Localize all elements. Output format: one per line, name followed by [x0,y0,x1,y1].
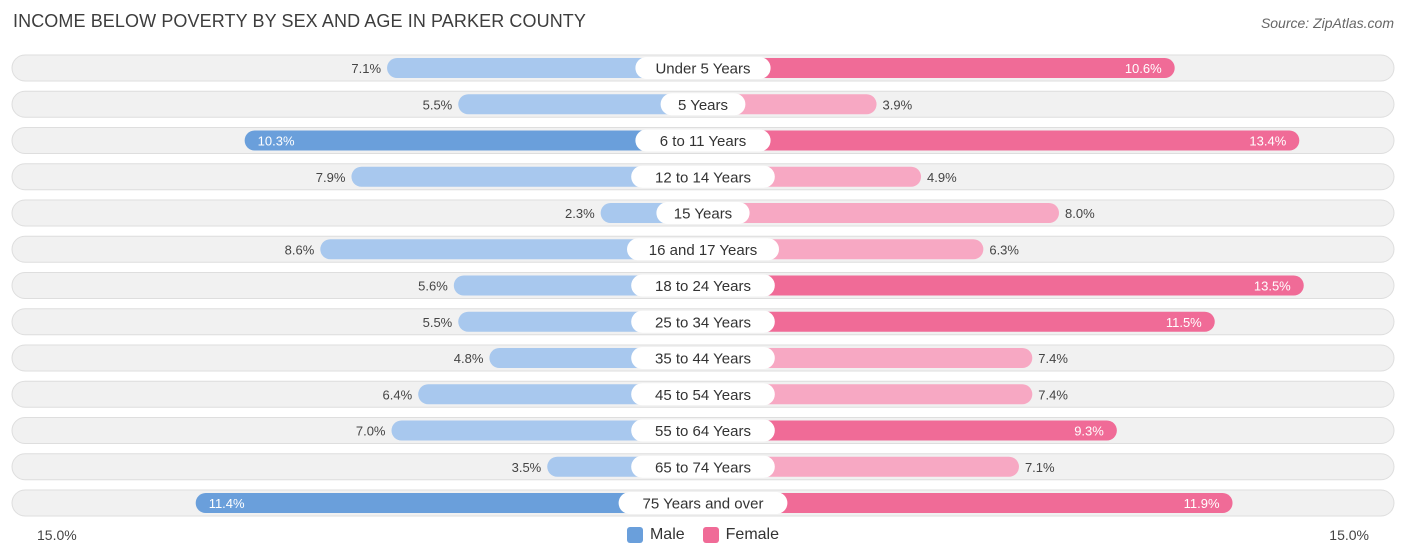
value-label-male: 5.5% [423,97,453,112]
bar-female [703,348,1033,368]
legend-swatch-female [702,527,719,543]
chart-row: 18 to 24 Years 5.6% 13.5% [11,272,1395,299]
category-label: 55 to 64 Years [655,423,751,440]
bar-female [703,420,1117,441]
category-pill [631,165,775,188]
value-label-male: 2.3% [565,206,595,221]
category-pill [631,274,775,297]
chart-row: 35 to 44 Years 4.8% 7.4% [11,344,1395,372]
category-pill [631,455,775,478]
axis-max-label-right: 15.0% [1329,527,1369,543]
value-label-female: 7.1% [1025,460,1055,475]
chart-row: 6 to 11 Years 10.3% 13.4% [11,127,1395,154]
category-pill [618,492,788,514]
category-label: 25 to 34 Years [655,314,751,331]
bar-female [703,311,1215,332]
chart-row: 16 and 17 Years 8.6% 6.3% [11,235,1395,263]
category-pill [631,383,775,406]
legend-label-male: Male [649,526,685,543]
chart-row: Under 5 Years 7.1% 10.6% [11,54,1395,82]
category-pill [631,310,775,333]
bar-female [703,493,1233,513]
chart-row: 15 Years 2.3% 8.0% [11,199,1395,227]
chart-plot-area: Under 5 Years 7.1% 10.6% 5 Years 5.5% 3.9% 6 t… [11,54,1395,517]
category-label: 12 to 14 Years [655,169,751,186]
legend-swatch-male [626,527,643,543]
value-label-female: 11.5% [1166,315,1202,330]
bar-male [418,384,703,405]
category-label: Under 5 Years [655,61,750,78]
category-pill [635,129,771,152]
legend-label-female: Female [725,526,780,543]
chart-row: 65 to 74 Years 3.5% 7.1% [11,453,1395,481]
value-label-male: 5.5% [423,315,453,330]
value-label-male: 7.9% [316,170,346,185]
bar-male [458,94,703,115]
category-label: 16 and 17 Years [649,242,757,259]
category-label: 18 to 24 Years [655,278,751,295]
value-label-female: 7.4% [1038,387,1068,402]
category-pill [631,347,775,369]
category-pill [631,419,775,442]
chart-row: 45 to 54 Years 6.4% 7.4% [11,380,1395,408]
chart-row: 5 Years 5.5% 3.9% [11,90,1395,118]
bar-male [244,130,703,151]
bar-female [703,130,1300,151]
bar-male [391,420,703,441]
value-label-female: 6.3% [989,242,1019,257]
category-label: 45 to 54 Years [655,387,751,404]
bar-female [703,275,1304,296]
chart-row: 75 Years and over 11.4% 11.9% [11,489,1395,517]
value-label-female: 9.3% [1074,424,1104,439]
chart-row: 25 to 34 Years 5.5% 11.5% [11,308,1395,336]
category-label: 65 to 74 Years [655,459,751,476]
category-pill [635,57,771,79]
bar-male [387,58,703,78]
bar-female [703,456,1019,477]
bar-male [351,166,703,187]
value-label-male: 7.1% [351,61,381,76]
value-label-male: 10.3% [258,134,295,149]
value-label-female: 4.9% [927,170,957,185]
category-pill [660,93,746,116]
bar-male [320,239,703,260]
value-label-female: 10.6% [1125,61,1162,76]
category-label: 5 Years [678,97,728,114]
bar-female [703,94,877,115]
value-label-female: 13.4% [1249,134,1286,149]
category-pill [656,202,750,224]
value-label-female: 13.5% [1254,279,1291,294]
chart-row: 12 to 14 Years 7.9% 4.9% [11,163,1395,191]
value-label-male: 6.4% [383,387,413,402]
bar-female [703,203,1059,223]
value-label-male: 4.8% [454,351,484,366]
bar-female [703,58,1175,78]
chart-legend: Male Female [0,524,1406,546]
value-label-female: 8.0% [1065,206,1095,221]
value-label-female: 3.9% [883,97,913,112]
value-label-male: 5.6% [418,279,448,294]
chart-title: INCOME BELOW POVERTY BY SEX AND AGE IN P… [13,11,587,31]
category-label: 15 Years [674,206,732,223]
bar-female [703,384,1033,405]
category-label: 75 Years and over [643,496,764,513]
bar-male [195,493,703,513]
value-label-female: 7.4% [1038,351,1068,366]
value-label-male: 3.5% [512,460,542,475]
chart-row: 55 to 64 Years 7.0% 9.3% [11,417,1395,444]
category-label: 6 to 11 Years [660,133,746,150]
category-label: 35 to 44 Years [655,351,751,368]
value-label-female: 11.9% [1184,496,1220,511]
axis-max-label-left: 15.0% [37,527,77,543]
value-label-male: 8.6% [285,242,315,257]
value-label-male: 7.0% [356,424,386,439]
chart-source: Source: ZipAtlas.com [1260,15,1394,31]
category-pill [627,238,779,261]
legend-item-female[interactable]: Female [702,526,780,544]
value-label-male: 11.4% [209,496,245,511]
legend-item-male[interactable]: Male [626,526,685,544]
